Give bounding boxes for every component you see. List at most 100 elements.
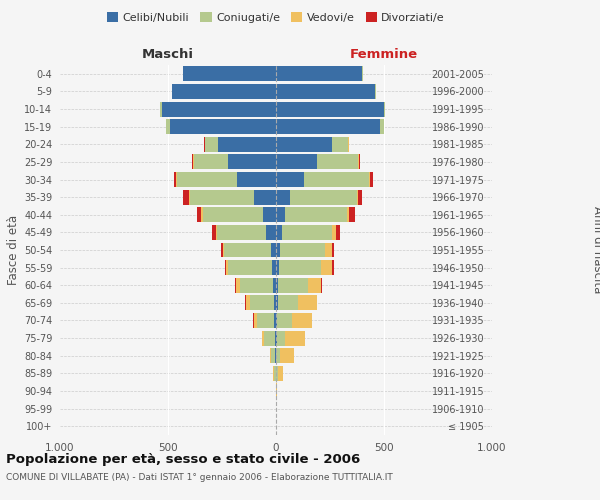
Bar — [170, 119, 276, 134]
Bar — [221, 242, 223, 258]
Bar — [369, 172, 370, 187]
Bar — [266, 225, 276, 240]
Bar — [272, 260, 276, 275]
Bar — [276, 137, 332, 152]
Bar — [271, 348, 275, 363]
Bar — [276, 190, 290, 204]
Bar — [283, 225, 332, 240]
Bar — [332, 137, 349, 152]
Bar — [325, 242, 332, 258]
Bar — [298, 296, 317, 310]
Bar — [276, 225, 283, 240]
Bar — [212, 225, 215, 240]
Bar — [276, 313, 277, 328]
Bar — [280, 348, 294, 363]
Bar — [224, 242, 271, 258]
Text: Maschi: Maschi — [142, 48, 194, 62]
Bar — [276, 278, 278, 292]
Bar — [277, 366, 278, 381]
Bar — [278, 366, 283, 381]
Bar — [278, 296, 298, 310]
Bar — [277, 348, 280, 363]
Bar — [224, 260, 226, 275]
Bar — [276, 260, 278, 275]
Bar — [274, 296, 276, 310]
Bar — [166, 119, 170, 134]
Bar — [197, 208, 202, 222]
Bar — [250, 296, 274, 310]
Bar — [203, 208, 263, 222]
Bar — [276, 66, 362, 82]
Bar — [237, 172, 276, 187]
Bar — [304, 172, 369, 187]
Bar — [274, 313, 276, 328]
Text: Femmine: Femmine — [350, 48, 418, 62]
Bar — [276, 242, 280, 258]
Bar — [284, 208, 347, 222]
Bar — [290, 190, 357, 204]
Bar — [332, 260, 334, 275]
Bar — [292, 313, 311, 328]
Bar — [190, 190, 254, 204]
Bar — [194, 154, 229, 170]
Bar — [205, 137, 218, 152]
Bar — [357, 190, 358, 204]
Bar — [332, 225, 337, 240]
Bar — [276, 154, 317, 170]
Bar — [321, 260, 332, 275]
Bar — [264, 330, 275, 345]
Bar — [160, 102, 161, 116]
Bar — [278, 260, 321, 275]
Bar — [226, 260, 229, 275]
Bar — [236, 278, 241, 292]
Bar — [276, 119, 380, 134]
Bar — [235, 278, 236, 292]
Bar — [278, 278, 308, 292]
Bar — [275, 348, 276, 363]
Bar — [215, 225, 217, 240]
Bar — [332, 242, 334, 258]
Bar — [384, 102, 385, 116]
Bar — [271, 242, 276, 258]
Bar — [276, 102, 384, 116]
Bar — [370, 172, 373, 187]
Text: Anni di nascita: Anni di nascita — [590, 206, 600, 294]
Bar — [276, 84, 376, 99]
Bar — [270, 348, 271, 363]
Bar — [176, 172, 237, 187]
Bar — [276, 296, 278, 310]
Bar — [308, 278, 322, 292]
Bar — [285, 330, 305, 345]
Bar — [380, 119, 384, 134]
Bar — [183, 190, 188, 204]
Bar — [337, 225, 340, 240]
Bar — [202, 208, 203, 222]
Bar — [257, 313, 274, 328]
Bar — [161, 102, 276, 116]
Bar — [276, 208, 284, 222]
Bar — [229, 260, 272, 275]
Bar — [241, 278, 273, 292]
Y-axis label: Fasce di età: Fasce di età — [7, 215, 20, 285]
Legend: Celibi/Nubili, Coniugati/e, Vedovi/e, Divorziati/e: Celibi/Nubili, Coniugati/e, Vedovi/e, Di… — [103, 8, 449, 28]
Bar — [188, 190, 190, 204]
Bar — [277, 330, 285, 345]
Bar — [217, 225, 266, 240]
Bar — [317, 154, 358, 170]
Bar — [229, 154, 276, 170]
Bar — [280, 242, 325, 258]
Bar — [358, 190, 362, 204]
Text: COMUNE DI VILLABATE (PA) - Dati ISTAT 1° gennaio 2006 - Elaborazione TUTTITALIA.: COMUNE DI VILLABATE (PA) - Dati ISTAT 1°… — [6, 472, 393, 482]
Bar — [174, 172, 176, 187]
Bar — [347, 208, 349, 222]
Bar — [276, 330, 277, 345]
Bar — [276, 172, 304, 187]
Bar — [274, 366, 275, 381]
Bar — [254, 190, 276, 204]
Bar — [183, 66, 276, 82]
Bar — [275, 330, 276, 345]
Bar — [254, 313, 257, 328]
Bar — [262, 330, 264, 345]
Bar — [277, 313, 292, 328]
Bar — [218, 137, 276, 152]
